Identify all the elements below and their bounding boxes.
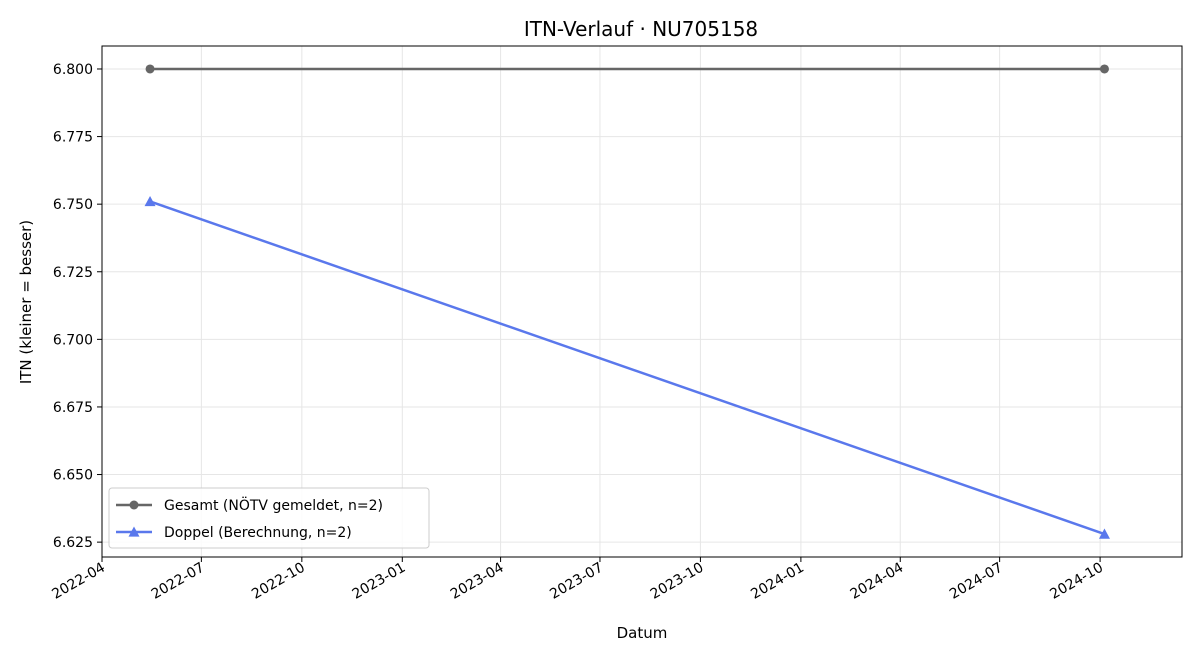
series-layer [144, 64, 1110, 539]
y-tick-label: 6.775 [53, 130, 93, 146]
x-tick-label: 2022-04 [49, 560, 108, 603]
x-axis-label: Datum [617, 624, 668, 642]
x-tick-label: 2023-07 [547, 560, 606, 603]
legend-entry: Gesamt (NÖTV gemeldet, n=2) [164, 496, 383, 514]
legend-box [108, 487, 430, 549]
x-tick-label: 2024-07 [947, 560, 1006, 603]
x-axis: 2022-04 2022-07 2022-10 2023-01 2023-04 2023-… [49, 557, 1106, 603]
x-tick-label: 2023-01 [350, 560, 409, 603]
series-2 [144, 195, 1110, 539]
y-tick-label: 6.625 [53, 535, 93, 551]
x-tick-label: 2024-04 [848, 560, 907, 603]
x-tick-label: 2023-04 [448, 560, 507, 603]
y-tick-label: 6.800 [53, 62, 93, 78]
y-tick-label: 6.650 [53, 468, 93, 484]
y-tick-label: 6.675 [53, 400, 93, 416]
series-line [149, 200, 1105, 536]
y-axis: 6.625 6.650 6.675 6.700 6.725 6.750 6.775 6.800 [53, 62, 102, 551]
legend: Gesamt (NÖTV gemeldet, n=2) Doppel (Berec… [108, 487, 430, 549]
data-point [145, 64, 155, 74]
legend-entry: Doppel (Berechnung, n=2) [164, 525, 352, 541]
legend-marker [128, 526, 140, 537]
x-tick-label: 2022-07 [149, 560, 208, 603]
x-tick-label: 2023-10 [648, 560, 707, 603]
series-1 [145, 64, 1109, 74]
grid [101, 46, 1182, 557]
x-tick-label: 2024-10 [1047, 560, 1106, 603]
y-tick-label: 6.725 [53, 265, 93, 281]
data-point [1098, 528, 1110, 539]
x-tick-label: 2024-01 [748, 560, 807, 603]
y-tick-label: 6.750 [53, 197, 93, 213]
x-tick-label: 2022-10 [249, 560, 308, 603]
data-point [1099, 64, 1109, 74]
y-axis-label: ITN (kleiner = besser) [17, 220, 35, 384]
y-tick-label: 6.700 [53, 332, 93, 348]
legend-marker [129, 500, 139, 510]
chart-title: ITN-Verlauf · NU705158 [524, 17, 758, 41]
data-point [144, 195, 156, 207]
plot-frame [101, 45, 1183, 558]
